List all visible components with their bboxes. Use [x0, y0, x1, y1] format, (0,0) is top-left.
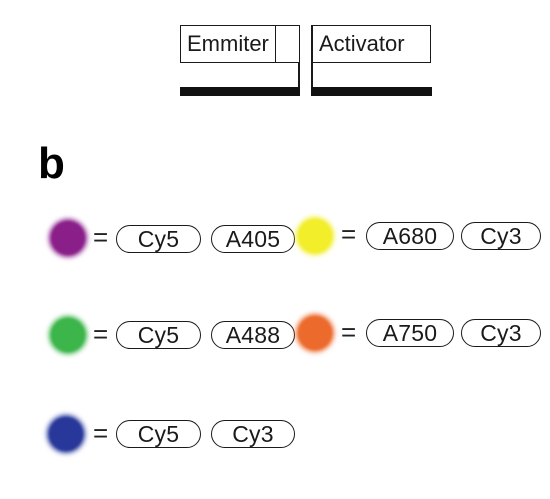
equals-sign: =: [341, 219, 357, 249]
activator-linker-bar: [311, 87, 432, 96]
activator-label: Activator: [312, 26, 411, 62]
emitter-connector-line: [298, 62, 300, 88]
blue-dye-dot: [49, 417, 83, 451]
green-dye-dot: [51, 318, 85, 352]
emitter-box: Emmiter: [180, 25, 300, 63]
purple-dye-dot: [51, 221, 85, 255]
dye-pill: Cy5: [116, 225, 201, 253]
emitter-label: Emmiter: [181, 26, 276, 62]
dye-pill: A405: [211, 225, 295, 253]
panel-letter: b: [38, 139, 65, 188]
dye-pill: A750: [366, 319, 454, 347]
equals-sign: =: [93, 222, 109, 252]
equals-sign: =: [93, 418, 109, 448]
yellow-dye-dot: [298, 219, 332, 253]
emitter-linker-bar: [180, 87, 300, 96]
activator-connector-line: [311, 62, 313, 88]
dye-pill: Cy5: [116, 420, 201, 448]
dye-pill: A488: [211, 321, 295, 349]
orange-dye-dot: [298, 316, 332, 350]
equals-sign: =: [93, 319, 109, 349]
activator-box: Activator: [311, 25, 431, 63]
dye-pill: Cy3: [461, 319, 541, 347]
dye-pill: A680: [366, 222, 454, 250]
equals-sign: =: [341, 317, 357, 347]
dye-pill: Cy5: [116, 321, 201, 349]
dye-pill: Cy3: [461, 222, 541, 250]
dye-pill: Cy3: [211, 420, 295, 448]
